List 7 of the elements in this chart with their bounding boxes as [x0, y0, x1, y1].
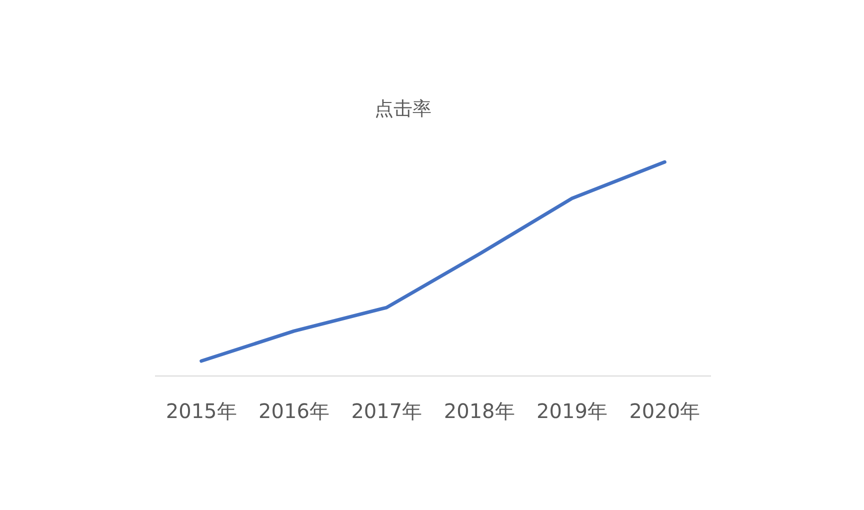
x-tick-label: 2017年: [351, 399, 422, 423]
x-tick-label: 2015年: [166, 399, 237, 423]
x-tick-label: 2019年: [536, 399, 608, 423]
x-tick-label: 2016年: [258, 399, 330, 423]
chart-title: 点击率: [374, 98, 432, 120]
x-tick-label: 2018年: [444, 399, 515, 423]
x-tick-label: 2020年: [629, 399, 700, 423]
